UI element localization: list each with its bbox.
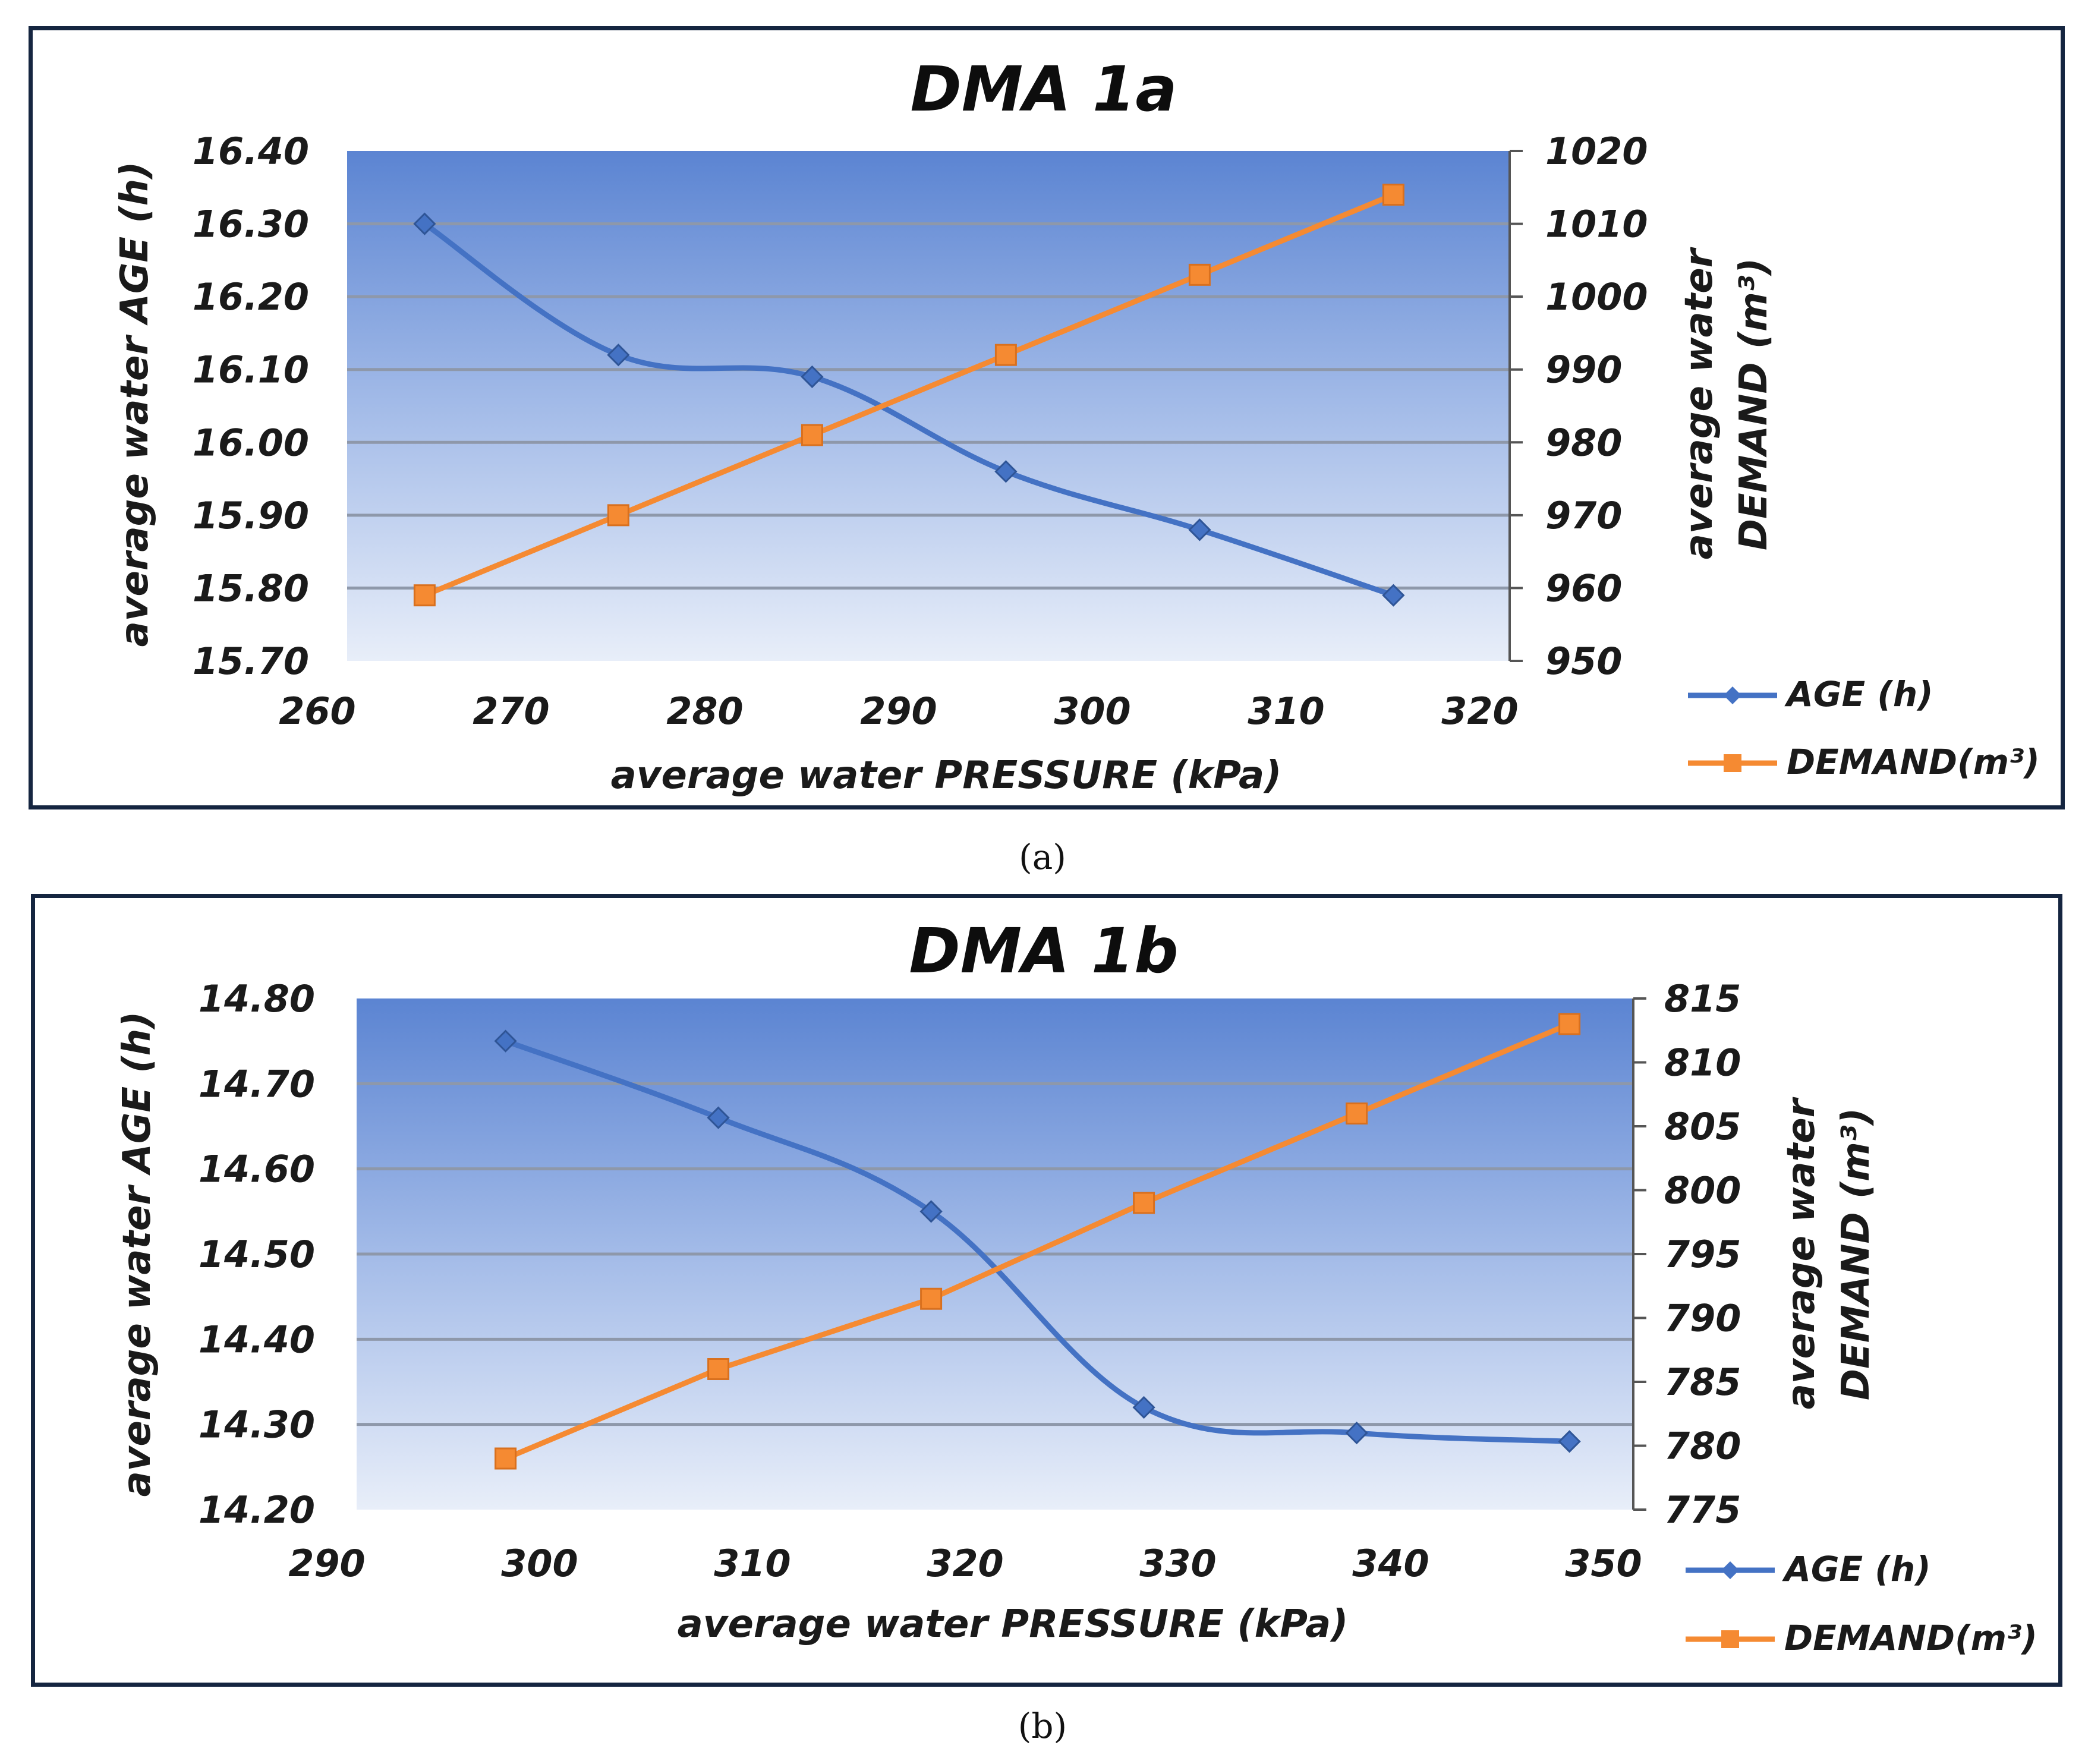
x-tick-label: 270 — [473, 689, 549, 733]
y-right-tick-label: 1000 — [1545, 275, 1648, 319]
y-right-tick-label: 970 — [1545, 494, 1622, 537]
legend-marker-square — [1724, 754, 1741, 772]
x-tick-label: 320 — [1441, 689, 1518, 733]
y-left-tick-label: 15.80 — [193, 566, 309, 610]
chart-title: DMA 1a — [910, 53, 1177, 125]
y-left-tick-label: 16.00 — [193, 421, 309, 464]
y-left-tick-label: 14.60 — [199, 1148, 315, 1191]
x-tick-label: 340 — [1352, 1542, 1429, 1585]
x-tick-label: 310 — [1248, 689, 1324, 733]
y-left-tick-label: 14.80 — [199, 977, 315, 1020]
demand-data-point — [1382, 184, 1404, 206]
x-tick-label: 280 — [666, 689, 743, 733]
legend-label: DEMAND(m³) — [1787, 742, 2040, 782]
chart-title: DMA 1b — [909, 915, 1178, 987]
legend-marker-square — [1721, 1630, 1739, 1648]
panel-caption-a: (a) — [1019, 837, 1066, 877]
demand-data-point — [1133, 1192, 1155, 1214]
y-left-tick-label: 14.70 — [199, 1062, 315, 1105]
y-right-tick-label: 990 — [1545, 348, 1622, 392]
legend-marker-diamond — [1724, 686, 1741, 704]
y-right-tick-label: 1010 — [1545, 203, 1648, 246]
panel-caption-b: (b) — [1018, 1706, 1067, 1746]
x-tick-label: 290 — [288, 1542, 365, 1585]
y-right-tick-label: 815 — [1664, 977, 1741, 1020]
age-data-point — [494, 1029, 517, 1053]
x-tick-label: 260 — [279, 689, 355, 733]
age-data-point — [1558, 1430, 1581, 1453]
demand-data-point — [801, 424, 823, 446]
age-data-point — [919, 1200, 943, 1223]
y-right-axis-label-line1: average water — [1780, 1097, 1823, 1409]
age-data-point — [707, 1106, 730, 1129]
y-right-tick-label: 950 — [1545, 640, 1622, 683]
y-right-tick-label: 790 — [1664, 1297, 1741, 1340]
y-left-tick-label: 14.50 — [199, 1233, 315, 1276]
x-axis-label: average water PRESSURE (kPa) — [611, 754, 1282, 798]
x-tick-label: 310 — [714, 1542, 790, 1585]
x-tick-label: 300 — [501, 1542, 578, 1585]
x-tick-label: 330 — [1139, 1542, 1216, 1585]
demand-data-point — [707, 1358, 730, 1380]
y-right-tick-label: 775 — [1664, 1488, 1741, 1532]
age-data-point — [413, 212, 436, 235]
age-data-point — [1132, 1396, 1155, 1419]
age-data-point — [994, 460, 1018, 483]
y-left-tick-label: 14.30 — [199, 1403, 315, 1447]
series-line-age — [423, 221, 1394, 598]
x-tick-label: 350 — [1565, 1542, 1642, 1585]
x-tick-label: 300 — [1054, 689, 1130, 733]
x-tick-label: 290 — [860, 689, 937, 733]
y-left-tick-label: 16.40 — [193, 130, 309, 173]
y-left-tick-label: 16.30 — [193, 203, 309, 246]
y-right-axis-label-line2: DEMAND (m³) — [1732, 258, 1776, 550]
demand-data-point — [607, 504, 629, 527]
y-right-tick-label: 960 — [1545, 566, 1622, 610]
y-right-tick-label: 810 — [1664, 1041, 1741, 1085]
age-data-point — [801, 365, 824, 389]
y-right-axis-label-line2: DEMAND (m³) — [1834, 1108, 1878, 1400]
y-right-tick-label: 785 — [1664, 1360, 1741, 1404]
y-left-axis-label: average water AGE (h) — [115, 1012, 159, 1497]
age-data-point — [1345, 1421, 1368, 1445]
age-data-point — [607, 344, 630, 367]
plot-area-0 — [347, 151, 1510, 661]
demand-data-point — [1558, 1013, 1581, 1035]
demand-data-point — [1188, 263, 1211, 286]
x-tick-label: 320 — [927, 1542, 1003, 1585]
series-line-demand — [504, 1021, 1571, 1461]
y-right-tick-label: 805 — [1664, 1105, 1741, 1148]
y-left-tick-label: 16.20 — [193, 275, 309, 319]
x-axis-label: average water PRESSURE (kPa) — [678, 1602, 1349, 1646]
series-line-demand — [423, 192, 1395, 598]
demand-data-point — [495, 1447, 517, 1470]
y-left-tick-label: 14.40 — [199, 1318, 315, 1361]
y-right-tick-label: 795 — [1664, 1233, 1741, 1276]
y-left-tick-label: 15.90 — [193, 494, 309, 537]
age-data-point — [1188, 518, 1211, 541]
legend-label: AGE (h) — [1782, 1549, 1931, 1589]
demand-data-point — [413, 584, 436, 607]
y-right-tick-label: 780 — [1664, 1425, 1741, 1468]
age-data-point — [1382, 584, 1405, 607]
y-right-axis-label-line1: average water — [1677, 247, 1721, 559]
legend-label: AGE (h) — [1784, 674, 1933, 714]
demand-data-point — [994, 344, 1017, 366]
y-right-tick-label: 800 — [1664, 1169, 1741, 1212]
y-left-tick-label: 14.20 — [199, 1488, 315, 1532]
y-left-tick-label: 15.70 — [193, 640, 309, 683]
y-left-axis-label: average water AGE (h) — [113, 162, 157, 647]
demand-data-point — [1346, 1102, 1368, 1124]
y-left-tick-label: 16.10 — [193, 348, 309, 392]
series-line-age — [505, 1038, 1570, 1444]
y-right-tick-label: 1020 — [1545, 130, 1648, 173]
y-right-tick-label: 980 — [1545, 421, 1622, 464]
demand-data-point — [920, 1287, 943, 1310]
legend-label: DEMAND(m³) — [1784, 1618, 2037, 1658]
legend-marker-diamond — [1721, 1561, 1739, 1579]
